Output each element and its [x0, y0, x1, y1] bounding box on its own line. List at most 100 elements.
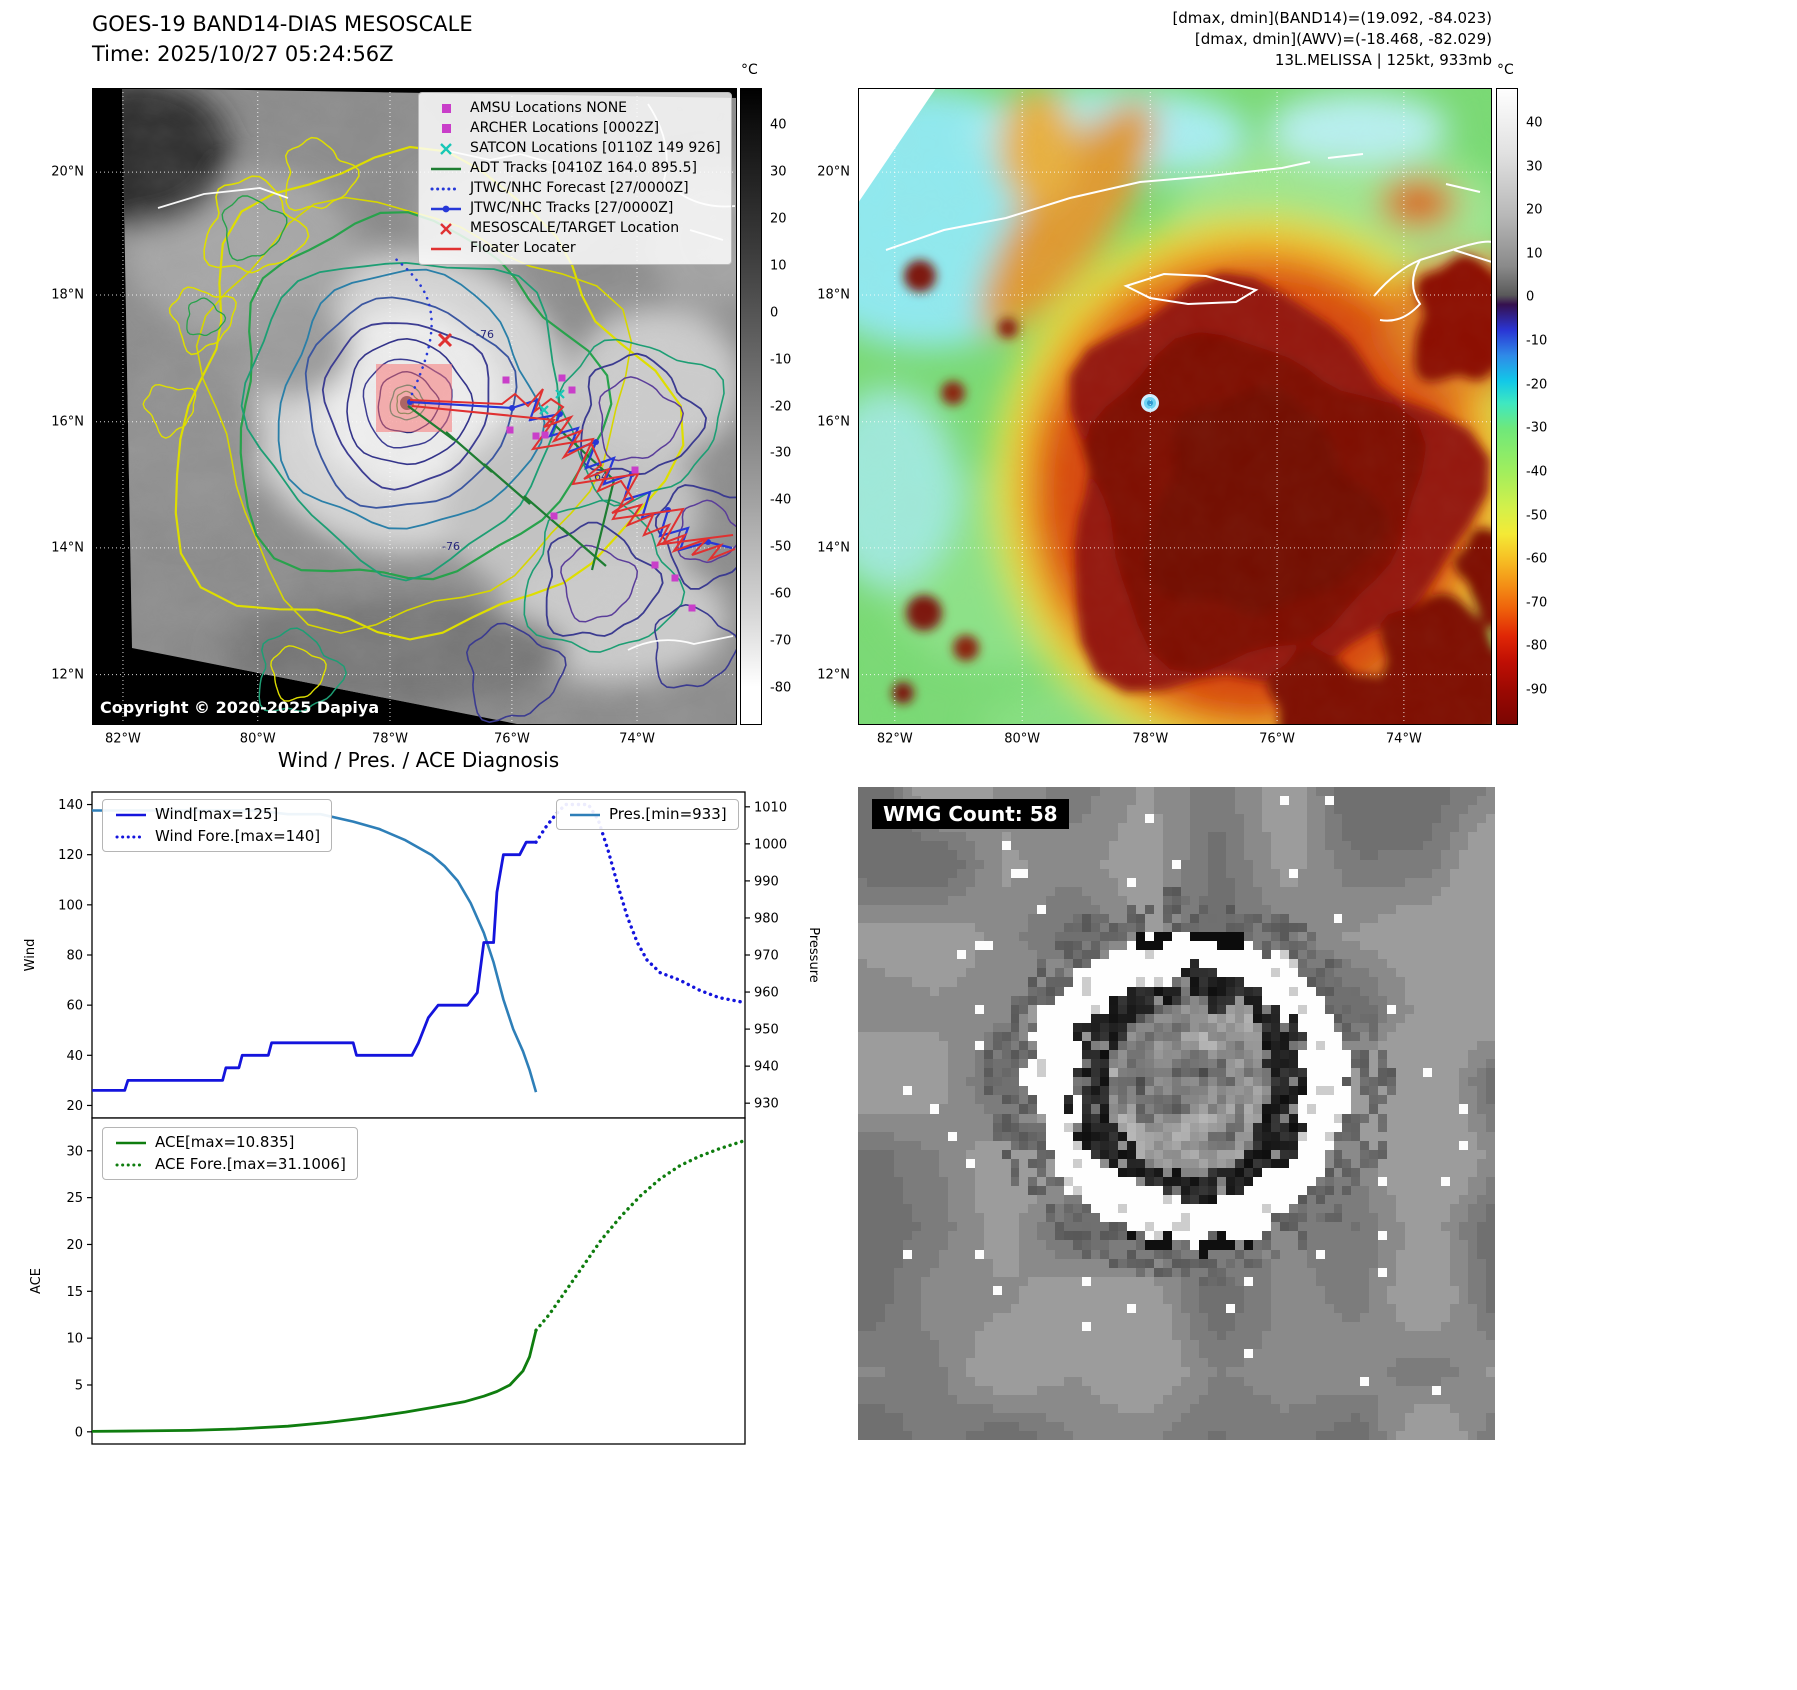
legend-marker-dotted [115, 1163, 147, 1166]
y-tick-label: 5 [75, 1378, 83, 1393]
tick-label: 10 [1526, 246, 1543, 262]
tick-label: 14°N [817, 540, 850, 556]
chart-series [534, 1138, 747, 1332]
tick-label: 74°W [1385, 731, 1422, 747]
tick-label: 78°W [372, 731, 408, 747]
diagnosis-charts: 1401201008060402010101000990980970960950… [23, 791, 821, 1445]
legend-label: ARCHER Locations [0002Z] [470, 120, 660, 136]
legend-label: SATCON Locations [0110Z 149 926] [470, 140, 721, 156]
tick-label: 80°W [1004, 731, 1041, 747]
awv-map [858, 88, 1493, 725]
legend-label: Wind Fore.[max=140] [155, 827, 321, 845]
awv-gridlines [858, 88, 1492, 725]
tick-label: -30 [1526, 420, 1548, 436]
tick-label: 20 [1526, 202, 1543, 218]
y-tick-label: 80 [66, 949, 83, 964]
tick-label: -70 [770, 633, 792, 649]
y-tick-label: 950 [754, 1023, 779, 1038]
legend-marker-line-marker [431, 205, 461, 212]
legend-item: Floater Locater [429, 239, 721, 258]
legend-marker-square [442, 103, 451, 113]
legend-label: AMSU Locations NONE [470, 100, 628, 116]
tick-label: 74°W [619, 731, 655, 747]
band14-colorbar-unit: °C [741, 62, 758, 78]
tick-label: 40 [1526, 115, 1543, 131]
tick-label: -40 [1526, 464, 1548, 480]
legend-item: JTWC/NHC Forecast [27/0000Z] [429, 179, 721, 198]
wmg-count-label: WMG Count: 58 [872, 799, 1069, 829]
copyright-text: Copyright © 2020-2025 Dapiya [100, 698, 380, 717]
tick-label: -80 [1526, 638, 1548, 654]
tick-label: -20 [770, 399, 792, 414]
tick-label: 20°N [51, 164, 84, 180]
legend-item: ADT Tracks [0410Z 164.0 895.5] [429, 159, 721, 178]
tick-label: -70 [1526, 595, 1548, 611]
tick-label: -20 [1526, 377, 1548, 393]
tick-label: 16°N [817, 414, 850, 430]
legend-label: Wind[max=125] [155, 805, 279, 823]
band14-legend: AMSU Locations NONE ARCHER Locations [000… [418, 92, 732, 265]
band14-fix-markers [437, 332, 696, 612]
tick-label: -50 [770, 539, 792, 555]
y-tick-label: 990 [754, 874, 779, 889]
legend-marker-line [431, 167, 461, 170]
awv-cloud-field [858, 88, 1492, 725]
hurricane-eye [1141, 394, 1159, 412]
y-tick-label: 940 [754, 1060, 779, 1075]
tick-label: -60 [1526, 551, 1548, 567]
y-tick-label: 970 [754, 949, 779, 964]
ace-chart-legend: ACE[max=10.835] ACE Fore.[max=31.1006] [102, 1127, 358, 1180]
tick-label: -80 [770, 680, 792, 696]
tick-label: 12°N [51, 667, 84, 683]
y-tick-label: 30 [66, 1144, 83, 1159]
legend-item: ACE[max=10.835] [114, 1133, 346, 1152]
legend-marker-x [440, 222, 452, 235]
tick-label: 40 [770, 117, 787, 133]
legend-marker-dotted [430, 187, 462, 190]
legend-marker-line [116, 813, 146, 816]
mesoscale-target-x [437, 332, 453, 348]
axis-label: Wind [23, 939, 38, 972]
y-tick-label: 25 [66, 1191, 83, 1206]
y-tick-label: 960 [754, 986, 779, 1001]
awv-coastlines [885, 153, 1493, 322]
y-tick-label: 15 [66, 1285, 83, 1300]
y-tick-label: 40 [66, 1049, 83, 1064]
legend-marker-line [116, 1141, 146, 1144]
y-tick-label: 0 [75, 1425, 83, 1440]
legend-marker-line [431, 247, 461, 250]
wmg-microwave-image [858, 787, 1495, 1440]
tick-label: 0 [770, 305, 779, 321]
tick-label: 76°W [1259, 731, 1296, 747]
diagnosis-title: Wind / Pres. / ACE Diagnosis [277, 748, 560, 772]
axis-label: Pressure [806, 927, 821, 983]
tick-label: 14°N [51, 540, 84, 556]
legend-label: ADT Tracks [0410Z 164.0 895.5] [470, 160, 697, 176]
y-tick-label: 1000 [754, 837, 787, 852]
tick-label: 18°N [817, 287, 850, 303]
tick-label: 10 [770, 258, 787, 274]
legend-label: JTWC/NHC Forecast [27/0000Z] [470, 180, 689, 196]
wind-chart-legend: Wind[max=125] Wind Fore.[max=140] [102, 799, 333, 852]
legend-item: Wind[max=125] [114, 805, 320, 824]
legend-item: AMSU Locations NONE [429, 99, 721, 118]
legend-item: SATCON Locations [0110Z 149 926] [429, 139, 721, 158]
legend-item: ARCHER Locations [0002Z] [429, 119, 721, 138]
y-tick-label: 100 [58, 898, 83, 913]
chart-series [92, 840, 536, 1092]
band14-map: -76 -76 64 AMSU Locations NONE ARCHER Locat… [92, 88, 760, 725]
y-tick-label: 120 [58, 848, 83, 863]
awv-storm-info: 13L.MELISSA | 125kt, 933mb [1274, 51, 1492, 69]
wmg-panel: WMG Count: 58 [858, 787, 1495, 1440]
legend-label: JTWC/NHC Tracks [27/0000Z] [470, 200, 674, 216]
legend-marker-x [440, 142, 452, 155]
legend-label: Floater Locater [470, 240, 576, 256]
tick-label: -40 [770, 492, 792, 508]
legend-item: Pres.[min=933] [568, 805, 727, 824]
legend-item: JTWC/NHC Tracks [27/0000Z] [429, 199, 721, 218]
y-tick-label: 20 [66, 1099, 83, 1114]
tick-label: -50 [1526, 508, 1548, 524]
tick-label: 30 [770, 164, 787, 180]
tick-label: 82°W [105, 731, 141, 747]
tick-label: 12°N [817, 667, 850, 683]
